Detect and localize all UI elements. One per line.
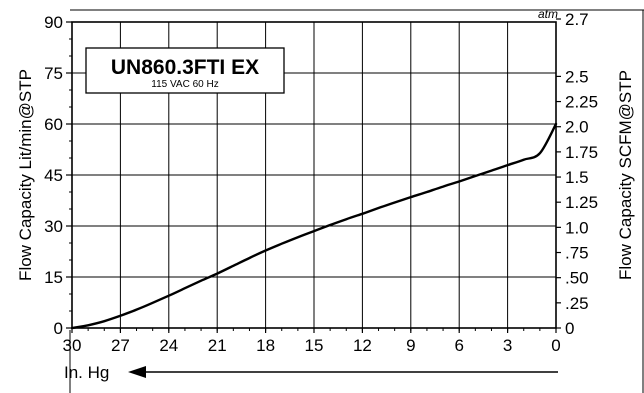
- y2-tick-label: 1.5: [565, 168, 589, 187]
- x-tick-label: 18: [256, 336, 275, 355]
- y2-tick-label: 2.7: [565, 10, 589, 29]
- model-legend-box: UN860.3FTI EX 115 VAC 60 Hz: [85, 47, 285, 94]
- y-ticks-left: 0 15 30 45 60 75 90: [44, 13, 72, 338]
- x-tick-label: 6: [454, 336, 463, 355]
- y2-tick-label: 2.0: [565, 118, 589, 137]
- x-tick-label: 21: [208, 336, 227, 355]
- y2-tick-label: 0: [565, 319, 574, 338]
- y-tick-label: 75: [44, 64, 63, 83]
- y2-tick-label: 1.25: [565, 193, 598, 212]
- y-tick-label: 90: [44, 13, 63, 32]
- y2-tick-label: 1.0: [565, 218, 589, 237]
- x-tick-label: 15: [305, 336, 324, 355]
- x-axis-title: In. Hg: [64, 363, 109, 382]
- x-tick-label: 3: [503, 336, 512, 355]
- y2-tick-label: 2.25: [565, 93, 598, 112]
- y-tick-label: 30: [44, 217, 63, 236]
- y2-tick-label: .25: [565, 294, 589, 313]
- x-tick-label: 27: [111, 336, 130, 355]
- y2-tick-label: .75: [565, 244, 589, 263]
- chart-title: UN860.3FTI EX: [111, 56, 259, 79]
- series-line: [70, 122, 558, 330]
- y-tick-label: 15: [44, 268, 63, 287]
- x-tick-label: 30: [63, 336, 82, 355]
- y2-tick-label: .50: [565, 269, 589, 288]
- y-tick-label: 60: [44, 115, 63, 134]
- y2-unit-label: atm: [538, 7, 558, 21]
- x-tick-label: 0: [551, 336, 560, 355]
- x-direction-arrow: [128, 366, 558, 378]
- y-axis-title: Flow Capacity Lit/min@STP: [16, 69, 35, 281]
- y-tick-label: 0: [54, 319, 63, 338]
- y2-axis-title: Flow Capacity SCFM@STP: [616, 70, 635, 280]
- x-tick-label: 24: [159, 336, 178, 355]
- x-tick-label: 9: [406, 336, 415, 355]
- x-ticks: 30 27 24 21 18 15 12 9 6 3 0: [63, 328, 561, 355]
- y2-tick-label: 2.5: [565, 67, 589, 86]
- y-ticks-right: 0 .25 .50 .75 1.0 1.25 1.5 1.75 2.0 2.25 2.5 2.7: [556, 10, 598, 338]
- y-tick-label: 45: [44, 166, 63, 185]
- chart-subtitle: 115 VAC 60 Hz: [151, 79, 218, 90]
- y2-tick-label: 1.75: [565, 143, 598, 162]
- x-tick-label: 12: [353, 336, 372, 355]
